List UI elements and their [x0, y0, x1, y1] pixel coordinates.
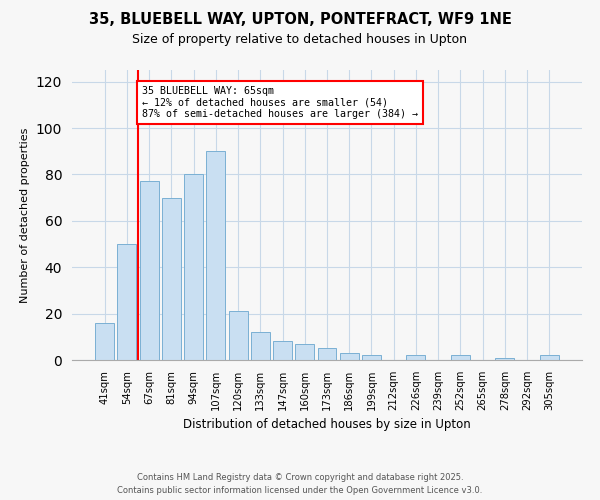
Bar	[206, 151, 225, 360]
Bar	[317, 348, 337, 360]
Bar	[229, 312, 248, 360]
Text: Contains HM Land Registry data © Crown copyright and database right 2025.: Contains HM Land Registry data © Crown c…	[137, 472, 463, 482]
Text: Contains public sector information licensed under the Open Government Licence v3: Contains public sector information licen…	[118, 486, 482, 495]
Bar	[251, 332, 270, 360]
X-axis label: Distribution of detached houses by size in Upton: Distribution of detached houses by size …	[183, 418, 471, 432]
Y-axis label: Number of detached properties: Number of detached properties	[20, 128, 31, 302]
Bar	[140, 182, 158, 360]
Bar	[406, 356, 425, 360]
Bar	[496, 358, 514, 360]
Bar	[273, 342, 292, 360]
Bar	[95, 323, 114, 360]
Bar	[162, 198, 181, 360]
Bar	[340, 353, 359, 360]
Bar	[295, 344, 314, 360]
Bar	[540, 356, 559, 360]
Bar	[184, 174, 203, 360]
Bar	[451, 356, 470, 360]
Text: Size of property relative to detached houses in Upton: Size of property relative to detached ho…	[133, 32, 467, 46]
Text: 35 BLUEBELL WAY: 65sqm
← 12% of detached houses are smaller (54)
87% of semi-det: 35 BLUEBELL WAY: 65sqm ← 12% of detached…	[142, 86, 418, 120]
Bar	[362, 356, 381, 360]
Text: 35, BLUEBELL WAY, UPTON, PONTEFRACT, WF9 1NE: 35, BLUEBELL WAY, UPTON, PONTEFRACT, WF9…	[89, 12, 511, 28]
Bar	[118, 244, 136, 360]
